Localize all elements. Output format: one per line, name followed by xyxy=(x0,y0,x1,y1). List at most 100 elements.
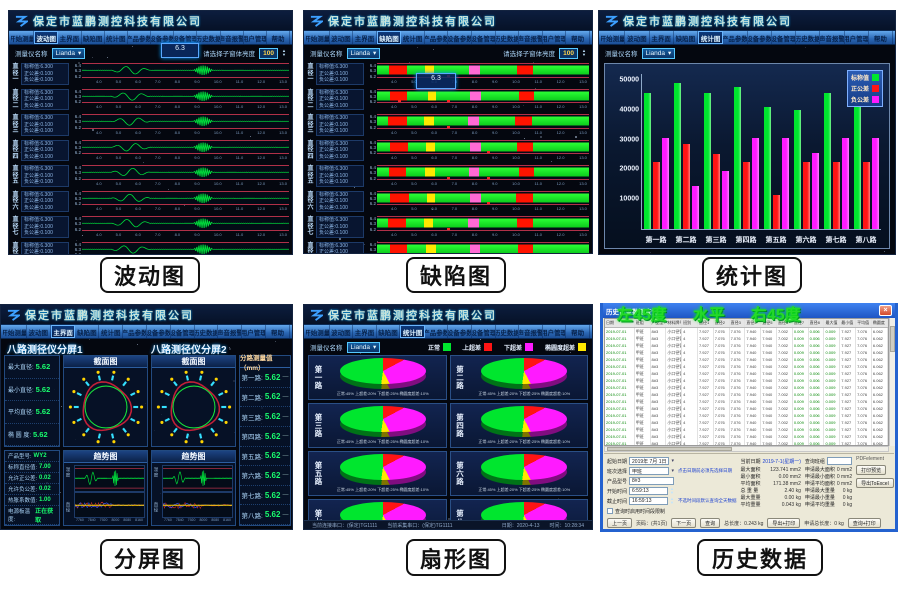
menu-item[interactable]: 主界面 xyxy=(58,31,81,44)
menu-item[interactable]: 主界面 xyxy=(353,325,377,338)
menu-item[interactable]: 开始测量 xyxy=(11,31,34,44)
menu-item[interactable]: 声音报警 xyxy=(221,31,244,44)
menu-item[interactable]: 声音报警 xyxy=(519,325,543,338)
checkbox[interactable] xyxy=(607,508,613,514)
prev-page-button[interactable]: 上一页 xyxy=(607,518,632,528)
time-spinner[interactable]: ▲ ▼ xyxy=(670,487,674,495)
menu-item[interactable]: 设备参数 xyxy=(748,31,772,44)
menu-item[interactable]: 产品参数 xyxy=(425,31,449,44)
brightness-input[interactable]: 100 xyxy=(259,48,278,59)
device-select[interactable]: Lianda ▾ xyxy=(347,48,381,59)
menu-item[interactable]: 设备管理 xyxy=(472,31,496,44)
menu-item[interactable]: 用户管理 xyxy=(543,325,567,338)
table-row[interactable]: 2019-07-01 甲班 8#3 小口径管 4 7.927 7.076 7.076 7.940… xyxy=(605,342,888,349)
chevron-down-icon[interactable]: ▾ xyxy=(671,458,674,464)
menu-item[interactable]: 波动图 xyxy=(625,31,649,44)
brightness-input[interactable]: 100 xyxy=(559,48,578,59)
menu-item[interactable]: 产品参数 xyxy=(425,325,449,338)
menu-item[interactable]: 帮助 xyxy=(566,31,590,44)
table-row[interactable]: 2019-07-01 甲班 8#3 小口径管 4 7.927 7.076 7.076 7.940… xyxy=(605,370,888,377)
table-row[interactable]: 2019-07-01 甲班 8#3 小口径管 4 7.927 7.076 7.076 7.940… xyxy=(605,363,888,370)
menu-item[interactable]: 帮助 xyxy=(566,325,590,338)
table-row[interactable]: 2019-07-01 甲班 8#3 小口径管 4 7.927 7.076 7.076 7.940… xyxy=(605,412,888,419)
menu-item[interactable]: 声音报警 xyxy=(820,31,844,44)
menu-item[interactable]: 开始测量 xyxy=(306,325,330,338)
table-row[interactable]: 2019-07-01 甲班 8#3 小口径管 4 7.927 7.076 7.076 7.940… xyxy=(605,433,888,440)
brightness-spinner[interactable]: ▲ ▼ xyxy=(282,49,286,57)
field-input[interactable]: 8#3 xyxy=(629,477,674,485)
table-row[interactable]: 2019-07-01 甲班 8#3 小口径管 4 7.927 7.076 7.076 7.940… xyxy=(605,405,888,412)
table-row[interactable]: 2019-07-01 甲班 8#3 小口径管 4 7.927 7.076 7.076 7.940… xyxy=(605,328,888,335)
menu-item[interactable]: 统计图 xyxy=(99,325,123,338)
menu-item[interactable]: 波动图 xyxy=(330,31,354,44)
menu-item[interactable]: 波动图 xyxy=(330,325,354,338)
table-row[interactable]: 2019-07-01 甲班 8#3 小口径管 4 7.927 7.076 7.076 7.940… xyxy=(605,419,888,426)
menu-item[interactable]: 用户管理 xyxy=(244,31,267,44)
menu-item[interactable]: 缺陷图 xyxy=(674,31,698,44)
horizontal-scrollbar[interactable] xyxy=(604,446,889,452)
query-group-input[interactable] xyxy=(827,457,852,465)
menu-item[interactable]: 主界面 xyxy=(51,325,76,338)
field-input[interactable]: 6:59:13 xyxy=(629,487,668,495)
device-select[interactable]: Lianda ▾ xyxy=(347,342,381,353)
close-icon[interactable]: × xyxy=(879,305,892,316)
export-print-button[interactable]: 导出+打印 xyxy=(767,518,800,528)
menu-item[interactable]: 帮助 xyxy=(266,325,290,338)
table-row[interactable]: 2019-07-01 甲班 8#3 小口径管 4 7.927 7.076 7.076 7.940… xyxy=(605,377,888,384)
menu-item[interactable]: 统计图 xyxy=(400,325,425,338)
menu-item[interactable]: 波动图 xyxy=(27,325,51,338)
menu-item[interactable]: 设备管理 xyxy=(472,325,496,338)
menu-item[interactable]: 设备参数 xyxy=(448,31,472,44)
menu-item[interactable]: 开始测量 xyxy=(601,31,625,44)
menu-item[interactable]: 主界面 xyxy=(353,31,377,44)
menu-item[interactable]: 缺陷图 xyxy=(377,31,402,44)
field-input[interactable]: 16:59:13 xyxy=(629,497,668,505)
table-row[interactable]: 2019-07-01 甲班 8#3 小口径管 4 7.927 7.076 7.076 7.940… xyxy=(605,335,888,342)
table-row[interactable]: 2019-07-01 甲班 8#3 小口径管 4 7.927 7.076 7.076 7.940… xyxy=(605,398,888,405)
export-excel-button[interactable]: 导出ToExcel xyxy=(856,478,894,488)
chevron-down-icon[interactable]: ▾ xyxy=(671,468,674,474)
menu-item[interactable]: 开始测量 xyxy=(3,325,27,338)
print-preview-button[interactable]: 打印预览 xyxy=(856,465,886,475)
menu-item[interactable]: 统计图 xyxy=(401,31,425,44)
menu-item[interactable]: 用户管理 xyxy=(543,31,567,44)
menu-item[interactable]: 用户管理 xyxy=(242,325,266,338)
table-row[interactable]: 2019-07-01 甲班 8#3 小口径管 4 7.927 7.076 7.076 7.940… xyxy=(605,426,888,433)
menu-item[interactable]: 用户管理 xyxy=(845,31,869,44)
menu-item[interactable]: 缺陷图 xyxy=(75,325,99,338)
menu-item[interactable]: 声音报警 xyxy=(218,325,242,338)
menu-item[interactable]: 历史数据 xyxy=(195,325,219,338)
menu-item[interactable]: 统计图 xyxy=(698,31,723,44)
menu-item[interactable]: 开始测量 xyxy=(306,31,330,44)
menu-item[interactable]: 历史数据 xyxy=(796,31,820,44)
table-row[interactable]: 2019-07-01 甲班 8#3 小口径管 4 7.927 7.076 7.076 7.940… xyxy=(605,391,888,398)
device-select[interactable]: Lianda ▾ xyxy=(642,48,676,59)
time-spinner[interactable]: ▲ ▼ xyxy=(670,497,674,505)
menu-item[interactable]: 产品参数 xyxy=(723,31,747,44)
menu-item[interactable]: 历史数据 xyxy=(197,31,220,44)
vertical-scrollbar[interactable] xyxy=(889,318,895,446)
menu-item[interactable]: 设备参数 xyxy=(147,325,171,338)
query-print-button[interactable]: 查询+打印 xyxy=(848,518,881,528)
menu-item[interactable]: 产品参数 xyxy=(128,31,151,44)
device-select[interactable]: Lianda ▾ xyxy=(52,48,86,59)
menu-item[interactable]: 帮助 xyxy=(267,31,290,44)
menu-item[interactable]: 历史数据 xyxy=(496,325,520,338)
menu-item[interactable]: 设备管理 xyxy=(171,325,195,338)
query-button[interactable]: 查询 xyxy=(700,518,720,528)
brightness-spinner[interactable]: ▲ ▼ xyxy=(582,49,586,57)
menu-item[interactable]: 声音报警 xyxy=(519,31,543,44)
menu-item[interactable]: 缺陷图 xyxy=(377,325,401,338)
menu-item[interactable]: 统计图 xyxy=(105,31,128,44)
menu-item[interactable]: 设备管理 xyxy=(772,31,796,44)
menu-item[interactable]: 缺陷图 xyxy=(82,31,105,44)
menu-item[interactable]: 产品参数 xyxy=(123,325,147,338)
menu-item[interactable]: 波动图 xyxy=(34,31,58,44)
next-page-button[interactable]: 下一页 xyxy=(671,518,696,528)
table-row[interactable]: 2019-07-01 甲班 8#3 小口径管 4 7.927 7.076 7.076 7.940… xyxy=(605,384,888,391)
menu-item[interactable]: 帮助 xyxy=(869,31,893,44)
menu-item[interactable]: 主界面 xyxy=(650,31,674,44)
menu-item[interactable]: 设备参数 xyxy=(448,325,472,338)
field-input[interactable]: 甲班 xyxy=(629,467,669,475)
table-row[interactable]: 2019-07-01 甲班 8#3 小口径管 4 7.927 7.076 7.076 7.940… xyxy=(605,356,888,363)
